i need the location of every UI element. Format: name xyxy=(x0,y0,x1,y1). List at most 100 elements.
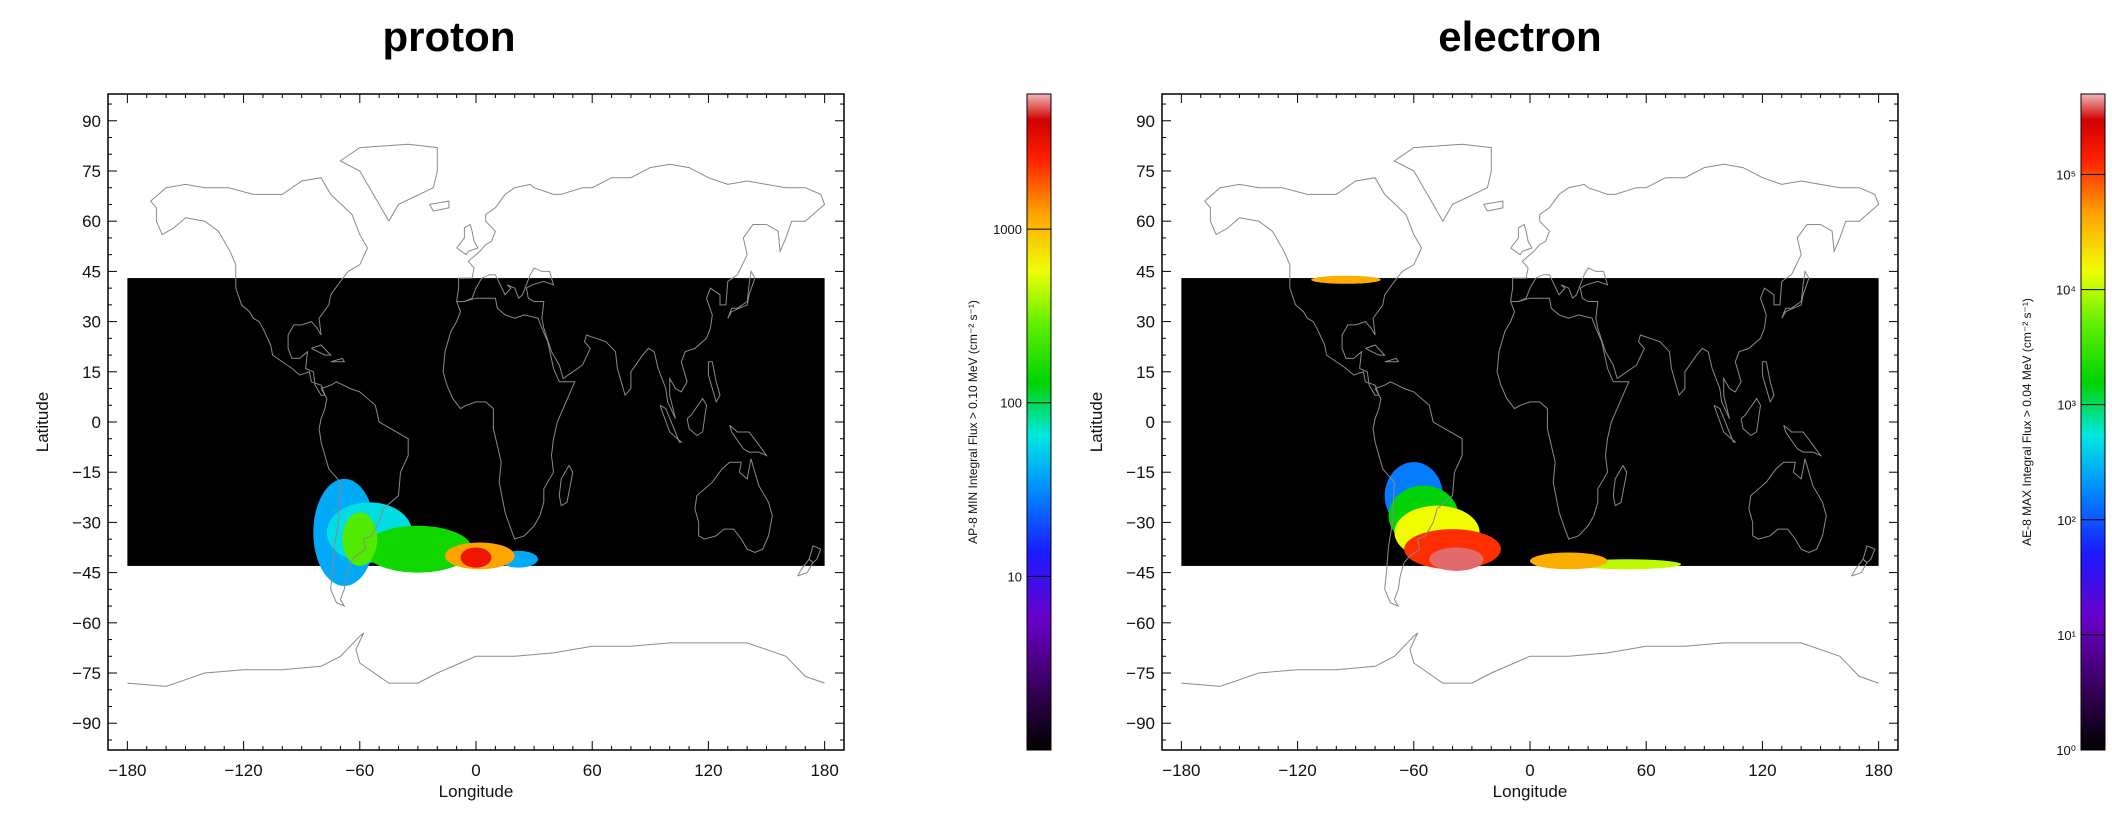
colorbar-tick-label: 10³ xyxy=(2057,398,2076,413)
colorbar-tick-label: 10² xyxy=(2057,513,2076,528)
y-tick-label: −45 xyxy=(1126,564,1155,583)
flux-region-6 xyxy=(460,547,492,568)
flux-grid xyxy=(127,278,825,586)
flux-region-7 xyxy=(1429,547,1484,571)
colorbar: 10⁰ 10¹ 10² 10³ 10⁴ 10⁵ AE-8 MAX Integral Flu… xyxy=(2020,93,2106,758)
coastline-5 xyxy=(1748,458,1827,554)
y-tick-label: −45 xyxy=(72,564,101,583)
y-axis-label: Latitude xyxy=(33,392,52,453)
coastline-3 xyxy=(1496,297,1630,540)
x-tick-label: 180 xyxy=(1864,761,1892,780)
colorbar: 10 100 1000 AP-8 MIN Integral Flux > 0.10 … xyxy=(966,93,1052,751)
flux-grid-background xyxy=(1181,278,1879,566)
y-tick-label: 90 xyxy=(82,112,101,131)
x-tick-label: 0 xyxy=(1525,761,1534,780)
coastline-9 xyxy=(727,269,756,319)
y-tick-label: −90 xyxy=(72,714,101,733)
coastline-16 xyxy=(707,361,721,404)
coastline-2 xyxy=(1372,381,1463,608)
colorbar-tick-label: 1000 xyxy=(993,222,1022,237)
coastline-13 xyxy=(1483,200,1504,212)
x-tick-label: −120 xyxy=(224,761,262,780)
x-tick-label: −120 xyxy=(1278,761,1316,780)
x-tick-label: 120 xyxy=(1748,761,1776,780)
flux-region-5 xyxy=(1311,275,1381,284)
coastline-6 xyxy=(1612,464,1628,507)
y-axis-ticks: 90 75 60 45 30 15 0 −15 −30 −45 −60 −75 −90 xyxy=(1126,103,1898,741)
x-tick-label: 60 xyxy=(583,761,602,780)
coastline-8 xyxy=(1510,223,1533,256)
coastline-13 xyxy=(429,200,450,212)
flux-grid-background xyxy=(127,278,825,566)
y-tick-label: 15 xyxy=(1136,363,1155,382)
coastline-0 xyxy=(1204,177,1423,396)
y-tick-label: −60 xyxy=(1126,614,1155,633)
y-tick-label: −90 xyxy=(1126,714,1155,733)
y-tick-label: 15 xyxy=(82,363,101,382)
y-axis-label: Latitude xyxy=(1087,392,1106,453)
coastline-11 xyxy=(1740,397,1762,437)
y-tick-label: −30 xyxy=(72,513,101,532)
colorbar-bar xyxy=(2080,93,2106,751)
coastline-3 xyxy=(442,297,576,540)
y-tick-label: −15 xyxy=(72,463,101,482)
y-tick-label: 60 xyxy=(1136,212,1155,231)
x-tick-label: −180 xyxy=(108,761,146,780)
coastline-2 xyxy=(318,381,409,608)
electron-panel: electron −180 −120 −60 0 60 120 180 90 75 60 45 30… xyxy=(1087,13,2106,801)
y-tick-label: −30 xyxy=(1126,513,1155,532)
coastline-17 xyxy=(311,344,332,356)
y-tick-label: 60 xyxy=(82,212,101,231)
x-tick-label: 0 xyxy=(471,761,480,780)
coastline-10 xyxy=(1713,404,1737,443)
coastline-12 xyxy=(1783,424,1822,457)
y-tick-label: 75 xyxy=(82,162,101,181)
y-tick-label: 45 xyxy=(82,262,101,281)
coastline-18 xyxy=(1384,357,1400,363)
x-tick-label: 180 xyxy=(810,761,838,780)
y-tick-label: 30 xyxy=(1136,313,1155,332)
coastline-1 xyxy=(1393,143,1492,222)
colorbar-ticks: 10⁰ 10¹ 10² 10³ 10⁴ 10⁵ xyxy=(2056,167,2105,758)
colorbar-tick-label: 10¹ xyxy=(2057,628,2076,643)
coastline-7 xyxy=(1181,632,1879,687)
colorbar-label: AE-8 MAX Integral Flux > 0.04 MeV (cm⁻² … xyxy=(2020,298,2034,546)
colorbar-tick-label: 10⁵ xyxy=(2056,167,2076,182)
colorbar-label: AP-8 MIN Integral Flux > 0.10 MeV (cm⁻² … xyxy=(966,300,980,544)
colorbar-tick-label: 10 xyxy=(1008,569,1022,584)
x-axis-label: Longitude xyxy=(439,782,514,801)
y-tick-label: 0 xyxy=(1146,413,1155,432)
chart-title: proton xyxy=(383,13,516,60)
x-tick-label: −180 xyxy=(1162,761,1200,780)
y-axis-ticks: 90 75 60 45 30 15 0 −15 −30 −45 −60 −75 −90 xyxy=(72,103,844,741)
x-axis-ticks: −180 −120 −60 0 60 120 180 xyxy=(1162,94,1893,780)
coastline-9 xyxy=(1781,269,1810,319)
coastline-8 xyxy=(456,223,479,256)
colorbar-ticks: 10 100 1000 xyxy=(993,222,1051,584)
colorbar-tick-label: 100 xyxy=(1000,396,1022,411)
coastline-15 xyxy=(797,558,814,577)
colorbar-tick-label: 10⁰ xyxy=(2056,743,2076,758)
x-tick-label: −60 xyxy=(1399,761,1428,780)
coastline-5 xyxy=(694,458,773,554)
y-tick-label: 0 xyxy=(92,413,101,432)
coastline-15 xyxy=(1851,558,1868,577)
y-tick-label: 75 xyxy=(1136,162,1155,181)
coastline-18 xyxy=(330,357,346,363)
coastline-0 xyxy=(150,177,369,396)
x-axis-ticks: −180 −120 −60 0 60 120 180 xyxy=(108,94,839,780)
coastlines xyxy=(127,143,826,687)
coastline-17 xyxy=(1365,344,1386,356)
coastline-6 xyxy=(558,464,574,507)
flux-region-4 xyxy=(1530,552,1608,570)
coastline-4 xyxy=(456,163,826,419)
y-tick-label: −15 xyxy=(1126,463,1155,482)
coastline-4 xyxy=(1510,163,1880,419)
x-tick-label: 120 xyxy=(694,761,722,780)
colorbar-tick-label: 10⁴ xyxy=(2056,283,2076,298)
y-tick-label: 90 xyxy=(1136,112,1155,131)
coastline-10 xyxy=(659,404,683,443)
flux-region-4 xyxy=(342,512,378,566)
x-tick-label: −60 xyxy=(345,761,374,780)
